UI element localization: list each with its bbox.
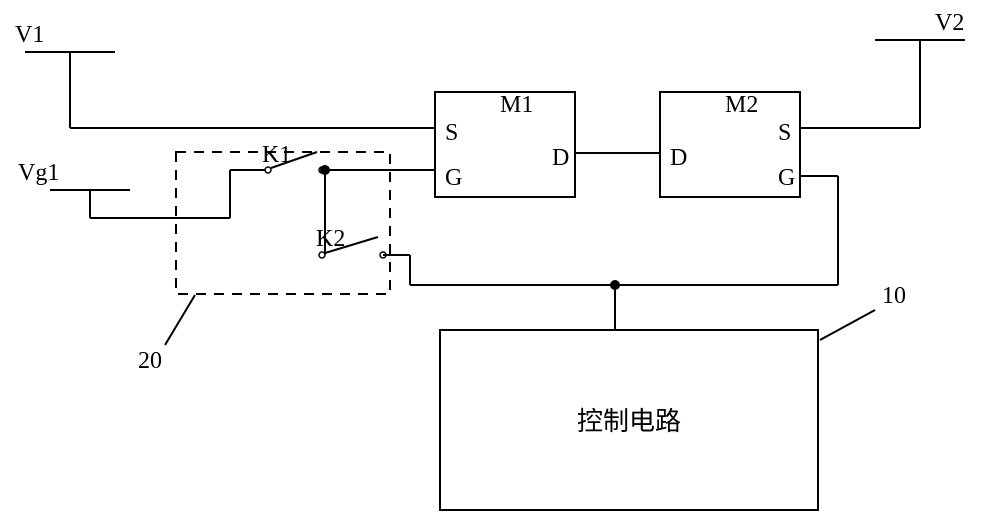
terminal-vg1: Vg1: [18, 160, 130, 218]
label-20: 20: [138, 348, 162, 374]
terminal-v1: V1: [15, 22, 115, 128]
label-m1: M1: [500, 92, 533, 118]
terminal-v1-label: V1: [15, 22, 44, 48]
label-m2-d: D: [670, 145, 687, 171]
label-m1-g: G: [445, 165, 462, 191]
label-m2: M2: [725, 92, 758, 118]
terminal-vg1-label: Vg1: [18, 160, 59, 186]
leader-20: [165, 295, 195, 345]
terminal-v2: V2: [875, 10, 965, 128]
label-m2-s: S: [778, 120, 791, 146]
label-m1-s: S: [445, 120, 458, 146]
terminal-v2-label: V2: [935, 10, 964, 36]
leader-10: [820, 310, 875, 340]
label-k2: K2: [316, 226, 345, 252]
selector-box-20: [176, 152, 390, 294]
label-control-circuit: 控制电路: [577, 407, 681, 436]
label-m1-d: D: [552, 145, 569, 171]
label-10: 10: [882, 283, 906, 309]
label-m2-g: G: [778, 165, 795, 191]
label-k1: K1: [262, 142, 291, 168]
k2-contact-left: [319, 252, 325, 258]
